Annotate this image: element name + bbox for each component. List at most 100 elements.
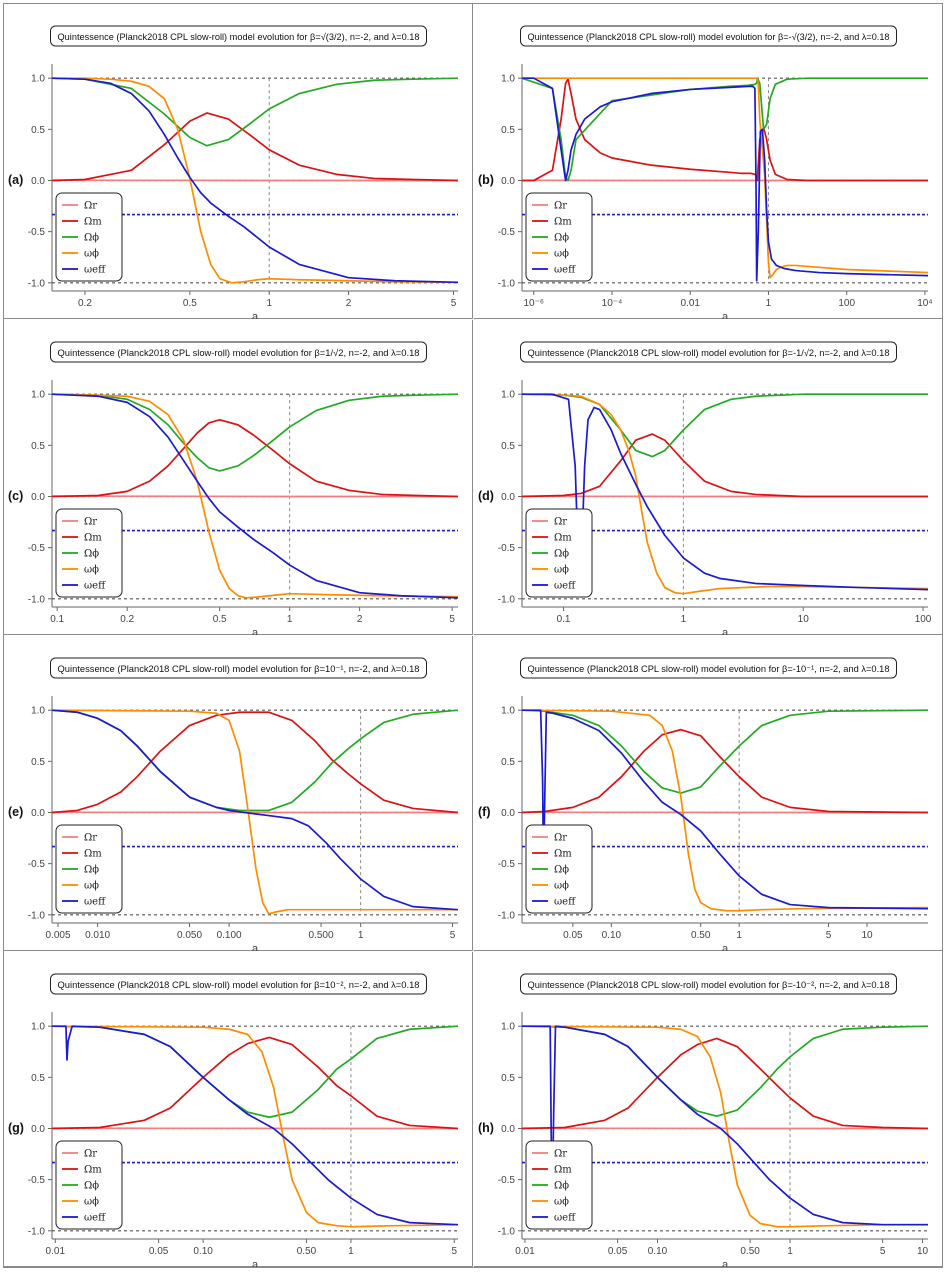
chart-title-text: Quintessence (Planck2018 CPL slow-roll) … <box>58 980 420 991</box>
chart-panel-g: Quintessence (Planck2018 CPL slow-roll) … <box>4 952 473 1267</box>
series-line-omega-m <box>52 711 458 814</box>
y-tick-label: 0.5 <box>501 757 515 768</box>
chart-title: Quintessence (Planck2018 CPL slow-roll) … <box>50 973 427 995</box>
plot-frame <box>521 1012 928 1240</box>
legend-label: ωeff <box>554 1213 576 1224</box>
chart-title: Quintessence (Planck2018 CPL slow-roll) … <box>520 973 897 995</box>
x-tick-label: 0.05 <box>149 1246 169 1257</box>
x-tick-label: 0.01 <box>680 298 700 309</box>
panel-label: (a) <box>8 173 23 187</box>
series-line-w-eff <box>52 709 458 911</box>
x-tick-label: 1 <box>766 298 772 309</box>
x-tick-label: 0.100 <box>217 930 242 941</box>
chart-svg: Quintessence (Planck2018 CPL slow-roll) … <box>478 657 928 951</box>
chart-title: Quintessence (Planck2018 CPL slow-roll) … <box>50 341 427 363</box>
x-tick-label: 1 <box>787 1246 793 1257</box>
series-line-w-phi <box>522 709 928 912</box>
x-tick-label: 1 <box>736 930 742 941</box>
figure-grid: Quintessence (Planck2018 CPL slow-roll) … <box>3 3 943 1268</box>
chart-svg: Quintessence (Planck2018 CPL slow-roll) … <box>8 25 458 319</box>
plot-frame <box>521 380 928 608</box>
chart-svg: Quintessence (Planck2018 CPL slow-roll) … <box>478 25 933 319</box>
legend: Ωr Ωm Ωϕ ωϕ ωeff <box>55 508 123 598</box>
x-tick-label: 1 <box>348 1246 354 1257</box>
y-tick-label: -1.0 <box>28 1226 46 1237</box>
y-tick-label: -1.0 <box>498 1226 516 1237</box>
x-tick-label: 100 <box>915 614 932 625</box>
legend-label: ωϕ <box>554 1197 569 1208</box>
x-tick-label: 0.050 <box>177 930 202 941</box>
legend-label: ωeff <box>84 265 106 276</box>
x-tick-label: 0.50 <box>297 1246 317 1257</box>
x-tick-label: 0.500 <box>309 930 334 941</box>
legend: Ωr Ωm Ωϕ ωϕ ωeff <box>55 192 123 282</box>
chart-svg: Quintessence (Planck2018 CPL slow-roll) … <box>8 973 458 1267</box>
panel-label: (g) <box>8 1121 24 1135</box>
legend-label: Ωr <box>84 517 97 528</box>
series-line-omega-m <box>52 1036 458 1130</box>
y-tick-label: -0.5 <box>498 227 516 238</box>
chart-title-text: Quintessence (Planck2018 CPL slow-roll) … <box>58 348 420 359</box>
x-tick-label: 5 <box>451 298 457 309</box>
y-tick-label: 0.0 <box>501 808 515 819</box>
legend: Ωr Ωm Ωϕ ωϕ ωeff <box>525 1140 593 1230</box>
x-tick-label: 0.005 <box>46 930 71 941</box>
y-tick-label: 0.5 <box>31 125 45 136</box>
legend-label: Ωϕ <box>84 549 99 560</box>
plot-frame <box>51 380 458 608</box>
series-line-omega-phi <box>52 1025 458 1119</box>
y-tick-label: 1.0 <box>31 1022 45 1033</box>
x-axis-label: a <box>252 627 259 635</box>
legend: Ωr Ωm Ωϕ ωϕ ωeff <box>525 192 593 282</box>
series-line-omega-m <box>522 433 928 498</box>
y-tick-label: 0.0 <box>31 176 45 187</box>
x-tick-label: 0.1 <box>557 614 571 625</box>
series-line-omega-m <box>52 418 458 498</box>
y-tick-label: -0.5 <box>498 543 516 554</box>
y-tick-label: -0.5 <box>28 1175 46 1186</box>
legend-label: Ωm <box>554 849 572 860</box>
legend-label: Ωm <box>554 1165 572 1176</box>
x-tick-label: 10⁻⁶ <box>524 298 545 309</box>
y-tick-label: 1.0 <box>31 706 45 717</box>
series-line-w-phi <box>52 393 458 599</box>
chart-title: Quintessence (Planck2018 CPL slow-roll) … <box>520 341 897 363</box>
legend-label: Ωϕ <box>554 549 569 560</box>
y-tick-label: 0.5 <box>31 441 45 452</box>
plot-frame <box>51 64 458 292</box>
x-axis-label: a <box>722 311 729 319</box>
panel-label: (d) <box>478 489 494 503</box>
chart-title: Quintessence (Planck2018 CPL slow-roll) … <box>50 25 427 47</box>
x-tick-label: 5 <box>450 930 456 941</box>
chart-svg: Quintessence (Planck2018 CPL slow-roll) … <box>8 341 458 635</box>
y-tick-label: 1.0 <box>501 1022 515 1033</box>
y-tick-label: 0.5 <box>501 441 515 452</box>
legend-label: ωϕ <box>84 565 99 576</box>
legend-label: ωϕ <box>554 249 569 260</box>
chart-title-text: Quintessence (Planck2018 CPL slow-roll) … <box>528 32 890 43</box>
panel-label: (f) <box>478 805 491 819</box>
x-tick-label: 0.10 <box>193 1246 213 1257</box>
x-tick-label: 5 <box>449 614 455 625</box>
series-line-w-phi <box>52 1025 458 1228</box>
chart-panel-a: Quintessence (Planck2018 CPL slow-roll) … <box>4 4 473 319</box>
legend-label: ωeff <box>84 1213 106 1224</box>
legend-label: Ωm <box>554 217 572 228</box>
legend-label: Ωm <box>84 533 102 544</box>
chart-panel-d: Quintessence (Planck2018 CPL slow-roll) … <box>474 320 943 635</box>
legend-label: Ωr <box>84 833 97 844</box>
y-tick-label: 1.0 <box>31 390 45 401</box>
x-tick-label: 0.2 <box>120 614 134 625</box>
chart-svg: Quintessence (Planck2018 CPL slow-roll) … <box>478 341 932 635</box>
legend-label: Ωm <box>84 849 102 860</box>
y-tick-label: -0.5 <box>28 859 46 870</box>
x-tick-label: 0.5 <box>183 298 197 309</box>
x-tick-label: 10 <box>917 1246 929 1257</box>
panel-label: (e) <box>8 805 23 819</box>
series-line-w-eff <box>522 77 928 282</box>
x-tick-label: 5 <box>451 1246 457 1257</box>
x-tick-label: 0.1 <box>50 614 64 625</box>
x-tick-label: 100 <box>838 298 855 309</box>
chart-title: Quintessence (Planck2018 CPL slow-roll) … <box>520 25 897 47</box>
legend-label: Ωm <box>84 1165 102 1176</box>
